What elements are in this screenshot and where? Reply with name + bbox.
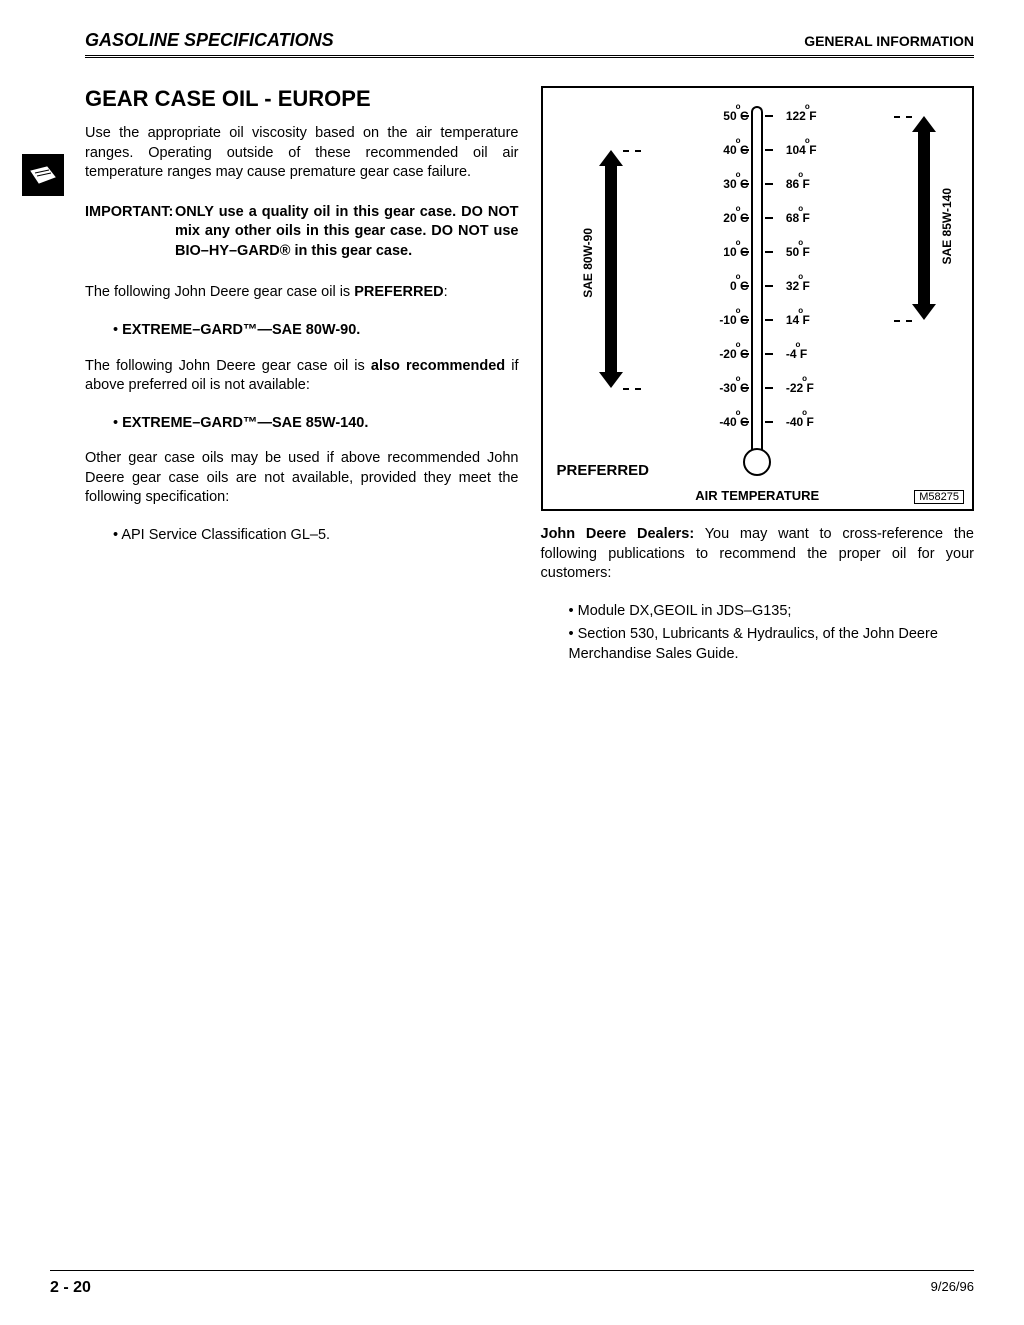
important-label: IMPORTANT:	[85, 203, 175, 223]
bullet-api: API Service Classification GL–5.	[113, 526, 519, 546]
label-85w140: SAE 85W-140	[940, 188, 954, 264]
header-category: GENERAL INFORMATION	[804, 33, 974, 49]
intro-paragraph: Use the appropriate oil viscosity based …	[85, 124, 519, 183]
bullet-preferred: EXTREME–GARD™—SAE 80W-90.	[113, 321, 519, 341]
also-recommended-lead: The following John Deere gear case oil i…	[85, 357, 519, 396]
dealer-bullet: Module DX,GEOIL in JDS–G135;	[569, 602, 975, 622]
chart-preferred-label: PREFERRED	[557, 462, 650, 479]
page-title: GEAR CASE OIL - EUROPE	[85, 86, 519, 112]
page-header: GASOLINE SPECIFICATIONS GENERAL INFORMAT…	[85, 30, 974, 58]
temperature-chart: 50 C122 F40 C104 F30 C86 F20 C68 F10 C50…	[541, 86, 975, 511]
margin-note-icon	[22, 154, 64, 196]
page-footer: 2 - 20 9/26/96	[50, 1270, 974, 1297]
bullet-also: EXTREME–GARD™—SAE 85W-140.	[113, 414, 519, 434]
preferred-lead: The following John Deere gear case oil i…	[85, 283, 519, 303]
page-number: 2 - 20	[50, 1279, 91, 1297]
header-section-title: GASOLINE SPECIFICATIONS	[85, 30, 334, 51]
dealers-paragraph: John Deere Dealers: You may want to cros…	[541, 525, 975, 584]
label-80w90: SAE 80W-90	[581, 228, 595, 298]
dealer-bullet: Section 530, Lubricants & Hydraulics, of…	[569, 625, 975, 664]
important-note: IMPORTANT:ONLY use a quality oil in this…	[85, 203, 519, 262]
figure-reference: M58275	[914, 490, 964, 504]
chart-axis-label: AIR TEMPERATURE	[543, 488, 973, 503]
important-text: ONLY use a quality oil in this gear case…	[175, 204, 519, 259]
other-oils-paragraph: Other gear case oils may be used if abov…	[85, 449, 519, 508]
page-date: 9/26/96	[931, 1279, 974, 1297]
